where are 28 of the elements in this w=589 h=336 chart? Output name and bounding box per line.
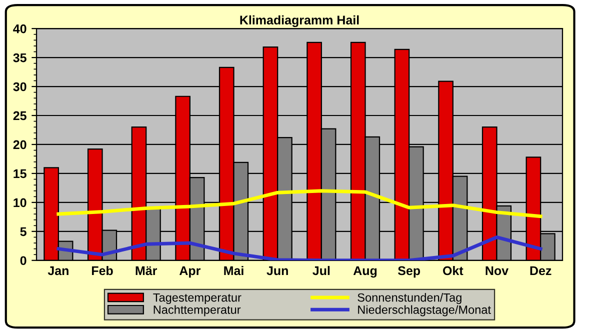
y-tick-label: 25 bbox=[13, 111, 26, 120]
y-tick-label: 15 bbox=[14, 169, 26, 178]
x-tick-label: Mär bbox=[136, 266, 158, 276]
x-tick-label: Jan bbox=[48, 266, 68, 276]
chart-title: Klimadiagramm Hail bbox=[240, 15, 359, 28]
x-tick-label: Jun bbox=[266, 266, 288, 276]
x-tick-label: Apr bbox=[179, 266, 201, 278]
y-tick-label: 40 bbox=[13, 24, 26, 34]
legend-label: Niederschlagstage/Monat bbox=[358, 305, 491, 316]
y-tick-label: 35 bbox=[13, 53, 26, 62]
y-tick-label: 30 bbox=[13, 82, 26, 92]
x-tick-label: Aug bbox=[353, 266, 377, 278]
y-tick-label: 0 bbox=[20, 256, 26, 266]
x-tick-label: Okt bbox=[443, 266, 464, 276]
line-series bbox=[56, 189, 542, 218]
x-tick-label: Dez bbox=[530, 266, 552, 276]
x-tick-label: Feb bbox=[92, 266, 113, 276]
x-tick-label: Mai bbox=[224, 266, 244, 276]
y-tick-label: 5 bbox=[20, 227, 26, 236]
legend-label: Nachttemperatur bbox=[154, 305, 241, 316]
x-tick-label: Nov bbox=[486, 266, 508, 276]
x-tick-label: Jul bbox=[312, 266, 330, 276]
line-series bbox=[56, 235, 542, 260]
y-tick-label: 20 bbox=[13, 140, 26, 150]
x-tick-label: Sep bbox=[398, 266, 420, 278]
y-tick-label: 10 bbox=[14, 198, 26, 208]
legend-label: Sonnenstunden/Tag bbox=[358, 293, 462, 304]
legend-label: Tagestemperatur bbox=[153, 293, 242, 304]
